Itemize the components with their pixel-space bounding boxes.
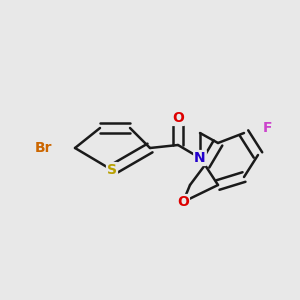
Text: N: N — [194, 151, 206, 165]
Text: F: F — [263, 121, 272, 135]
Text: Br: Br — [34, 141, 52, 155]
Text: O: O — [177, 195, 189, 209]
Text: O: O — [172, 111, 184, 125]
Text: S: S — [107, 163, 117, 177]
